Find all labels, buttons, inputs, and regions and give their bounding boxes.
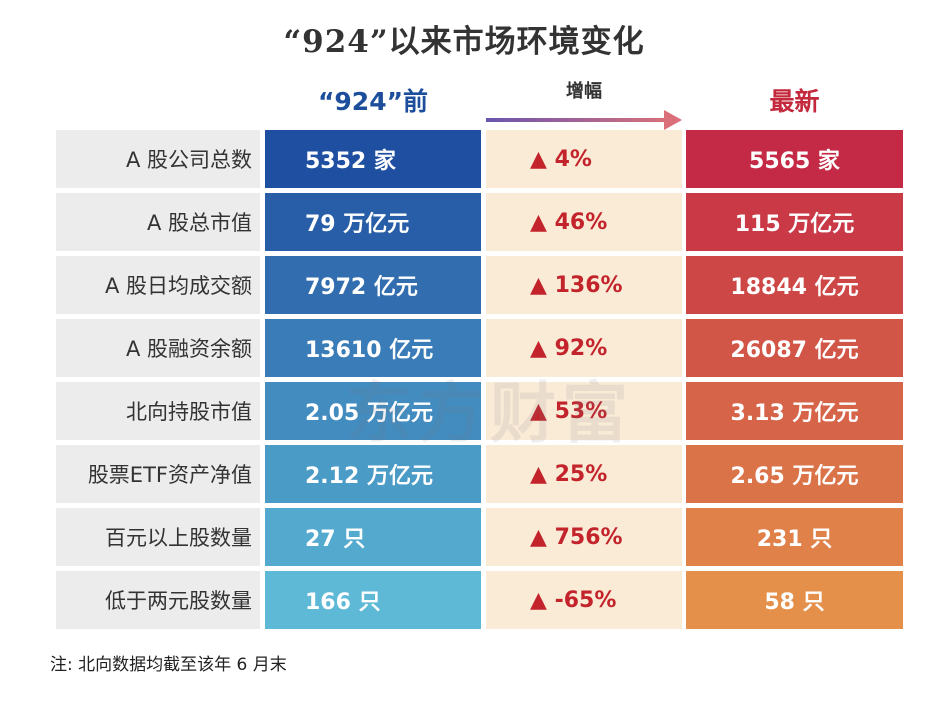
table-row: 低于两元股数量 166 只 ▲ -65% 58 只 [56, 571, 903, 629]
after-value: 18844 亿元 [686, 256, 903, 314]
before-value: 5352 家 [265, 130, 481, 188]
table-row: 股票ETF资产净值 2.12 万亿元 ▲ 25% 2.65 万亿元 [56, 445, 903, 503]
before-value-text: 2.05 万亿元 [305, 401, 433, 426]
change-value-text: ▲ 136% [530, 272, 623, 298]
change-value-text: ▲ 53% [530, 398, 608, 424]
row-label: 低于两元股数量 [56, 571, 260, 629]
after-value: 2.65 万亿元 [686, 445, 903, 503]
after-value-text: 58 只 [764, 590, 825, 615]
change-value: ▲ -65% [486, 571, 682, 629]
change-value-text: ▲ -65% [530, 587, 617, 613]
row-label-text: 股票ETF资产净值 [87, 463, 252, 487]
row-label: 股票ETF资产净值 [56, 445, 260, 503]
table-row: A 股融资余额 13610 亿元 ▲ 92% 26087 亿元 [56, 319, 903, 377]
row-label-text: A 股公司总数 [125, 148, 252, 172]
header-change: 增幅 [566, 81, 602, 102]
header-before: “924”前 [317, 87, 429, 116]
after-value-text: 2.65 万亿元 [730, 464, 859, 489]
after-value-text: 26087 亿元 [730, 338, 859, 363]
right-arrow-icon [486, 110, 682, 130]
change-value: ▲ 46% [486, 193, 682, 251]
row-label-text: A 股总市值 [146, 211, 252, 235]
before-value-text: 27 只 [305, 527, 366, 552]
row-label: A 股日均成交额 [56, 256, 260, 314]
after-value: 231 只 [686, 508, 903, 566]
before-value: 13610 亿元 [265, 319, 481, 377]
row-label: A 股总市值 [56, 193, 260, 251]
change-value-text: ▲ 25% [530, 461, 608, 487]
change-value-text: ▲ 756% [530, 524, 623, 550]
before-value-text: 166 只 [305, 590, 381, 615]
after-value: 26087 亿元 [686, 319, 903, 377]
before-value: 2.05 万亿元 [265, 382, 481, 440]
row-label: 北向持股市值 [56, 382, 260, 440]
row-label-text: A 股日均成交额 [104, 274, 252, 298]
change-value-text: ▲ 46% [530, 209, 608, 235]
change-value: ▲ 4% [486, 130, 682, 188]
before-value-text: 2.12 万亿元 [305, 464, 433, 489]
after-value: 115 万亿元 [686, 193, 903, 251]
table-row: A 股总市值 79 万亿元 ▲ 46% 115 万亿元 [56, 193, 903, 251]
after-value-text: 5565 家 [749, 149, 840, 174]
change-value-text: ▲ 4% [530, 146, 592, 172]
after-value-text: 115 万亿元 [734, 212, 855, 237]
table-row: A 股日均成交额 7972 亿元 ▲ 136% 18844 亿元 [56, 256, 903, 314]
before-value-text: 5352 家 [305, 149, 396, 174]
before-value: 166 只 [265, 571, 481, 629]
change-value: ▲ 136% [486, 256, 682, 314]
footnote: 注: 北向数据均截至该年 6 月末 [50, 655, 287, 675]
table-row: 北向持股市值 2.05 万亿元 ▲ 53% 3.13 万亿元 [56, 382, 903, 440]
before-value-text: 13610 亿元 [305, 338, 434, 363]
before-value: 7972 亿元 [265, 256, 481, 314]
row-label: A 股融资余额 [56, 319, 260, 377]
change-value: ▲ 25% [486, 445, 682, 503]
after-value-text: 18844 亿元 [730, 275, 859, 300]
row-label-text: 北向持股市值 [126, 400, 252, 424]
after-value-text: 3.13 万亿元 [730, 401, 859, 426]
after-value: 5565 家 [686, 130, 903, 188]
before-value: 79 万亿元 [265, 193, 481, 251]
before-value: 27 只 [265, 508, 481, 566]
row-label-text: 百元以上股数量 [105, 526, 252, 550]
chart-title: “924”以来市场环境变化 [283, 24, 645, 60]
row-label-text: 低于两元股数量 [105, 589, 252, 613]
change-value-text: ▲ 92% [530, 335, 608, 361]
after-value: 3.13 万亿元 [686, 382, 903, 440]
after-value-text: 231 只 [756, 527, 833, 552]
table-row: A 股公司总数 5352 家 ▲ 4% 5565 家 [56, 130, 903, 188]
table-row: 百元以上股数量 27 只 ▲ 756% 231 只 [56, 508, 903, 566]
before-value-text: 79 万亿元 [305, 212, 410, 237]
before-value: 2.12 万亿元 [265, 445, 481, 503]
change-value: ▲ 756% [486, 508, 682, 566]
row-label: 百元以上股数量 [56, 508, 260, 566]
change-value: ▲ 92% [486, 319, 682, 377]
change-value: ▲ 53% [486, 382, 682, 440]
before-value-text: 7972 亿元 [305, 275, 418, 300]
row-label: A 股公司总数 [56, 130, 260, 188]
after-value: 58 只 [686, 571, 903, 629]
header-after: 最新 [769, 87, 820, 116]
row-label-text: A 股融资余额 [125, 337, 252, 361]
